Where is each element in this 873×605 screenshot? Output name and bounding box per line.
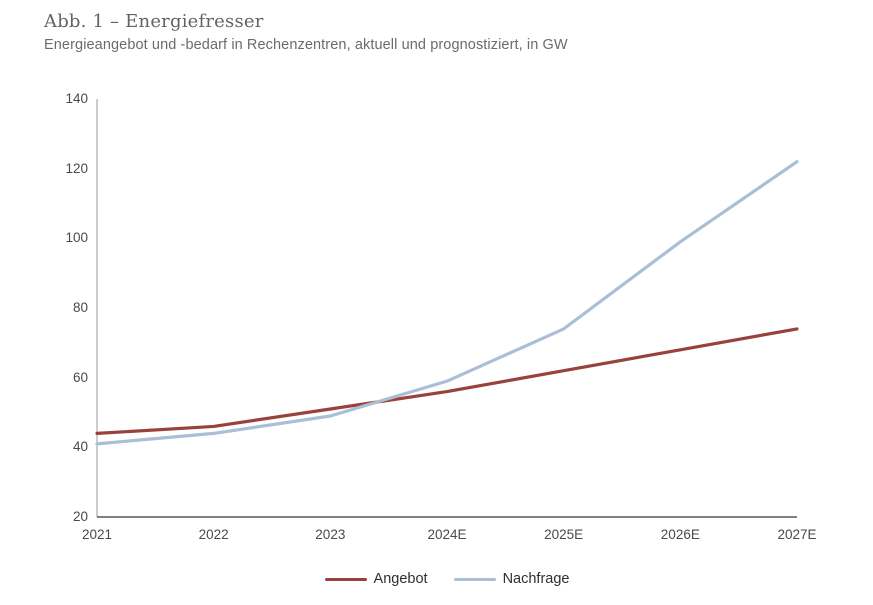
legend-label-nachfrage: Nachfrage (502, 571, 570, 587)
x-tick-label: 2023 (315, 527, 346, 542)
chart-subtitle: Energieangebot und -bedarf in Rechenzent… (44, 37, 568, 53)
legend-item-angebot: Angebot (324, 571, 428, 587)
y-tick-label: 20 (72, 509, 88, 524)
legend-label-angebot: Angebot (373, 571, 428, 587)
x-tick-label: 2027E (777, 527, 817, 542)
y-tick-label: 100 (65, 230, 88, 246)
angebot-line-swatch (324, 577, 367, 581)
series-line-angebot (95, 327, 799, 435)
nachfrage-line-swatch (453, 577, 496, 581)
x-tick-label: 2022 (198, 527, 229, 542)
series-line-nachfrage (95, 160, 799, 446)
y-tick-label: 60 (72, 369, 88, 385)
y-tick-label: 80 (72, 300, 88, 315)
x-tick-label: 2024E (427, 527, 467, 542)
x-tick-label: 2025E (544, 527, 584, 542)
y-tick-label: 40 (72, 439, 88, 455)
x-tick-label: 2026E (660, 527, 700, 542)
y-tick-label: 120 (65, 160, 88, 176)
legend-item-nachfrage: Nachfrage (453, 571, 570, 587)
x-tick-label: 2021 (81, 527, 113, 542)
chart-legend: Angebot Nachfrage (97, 568, 797, 590)
y-tick-label: 140 (65, 91, 88, 106)
chart-title: Abb. 1 – Energiefresser (44, 11, 264, 32)
